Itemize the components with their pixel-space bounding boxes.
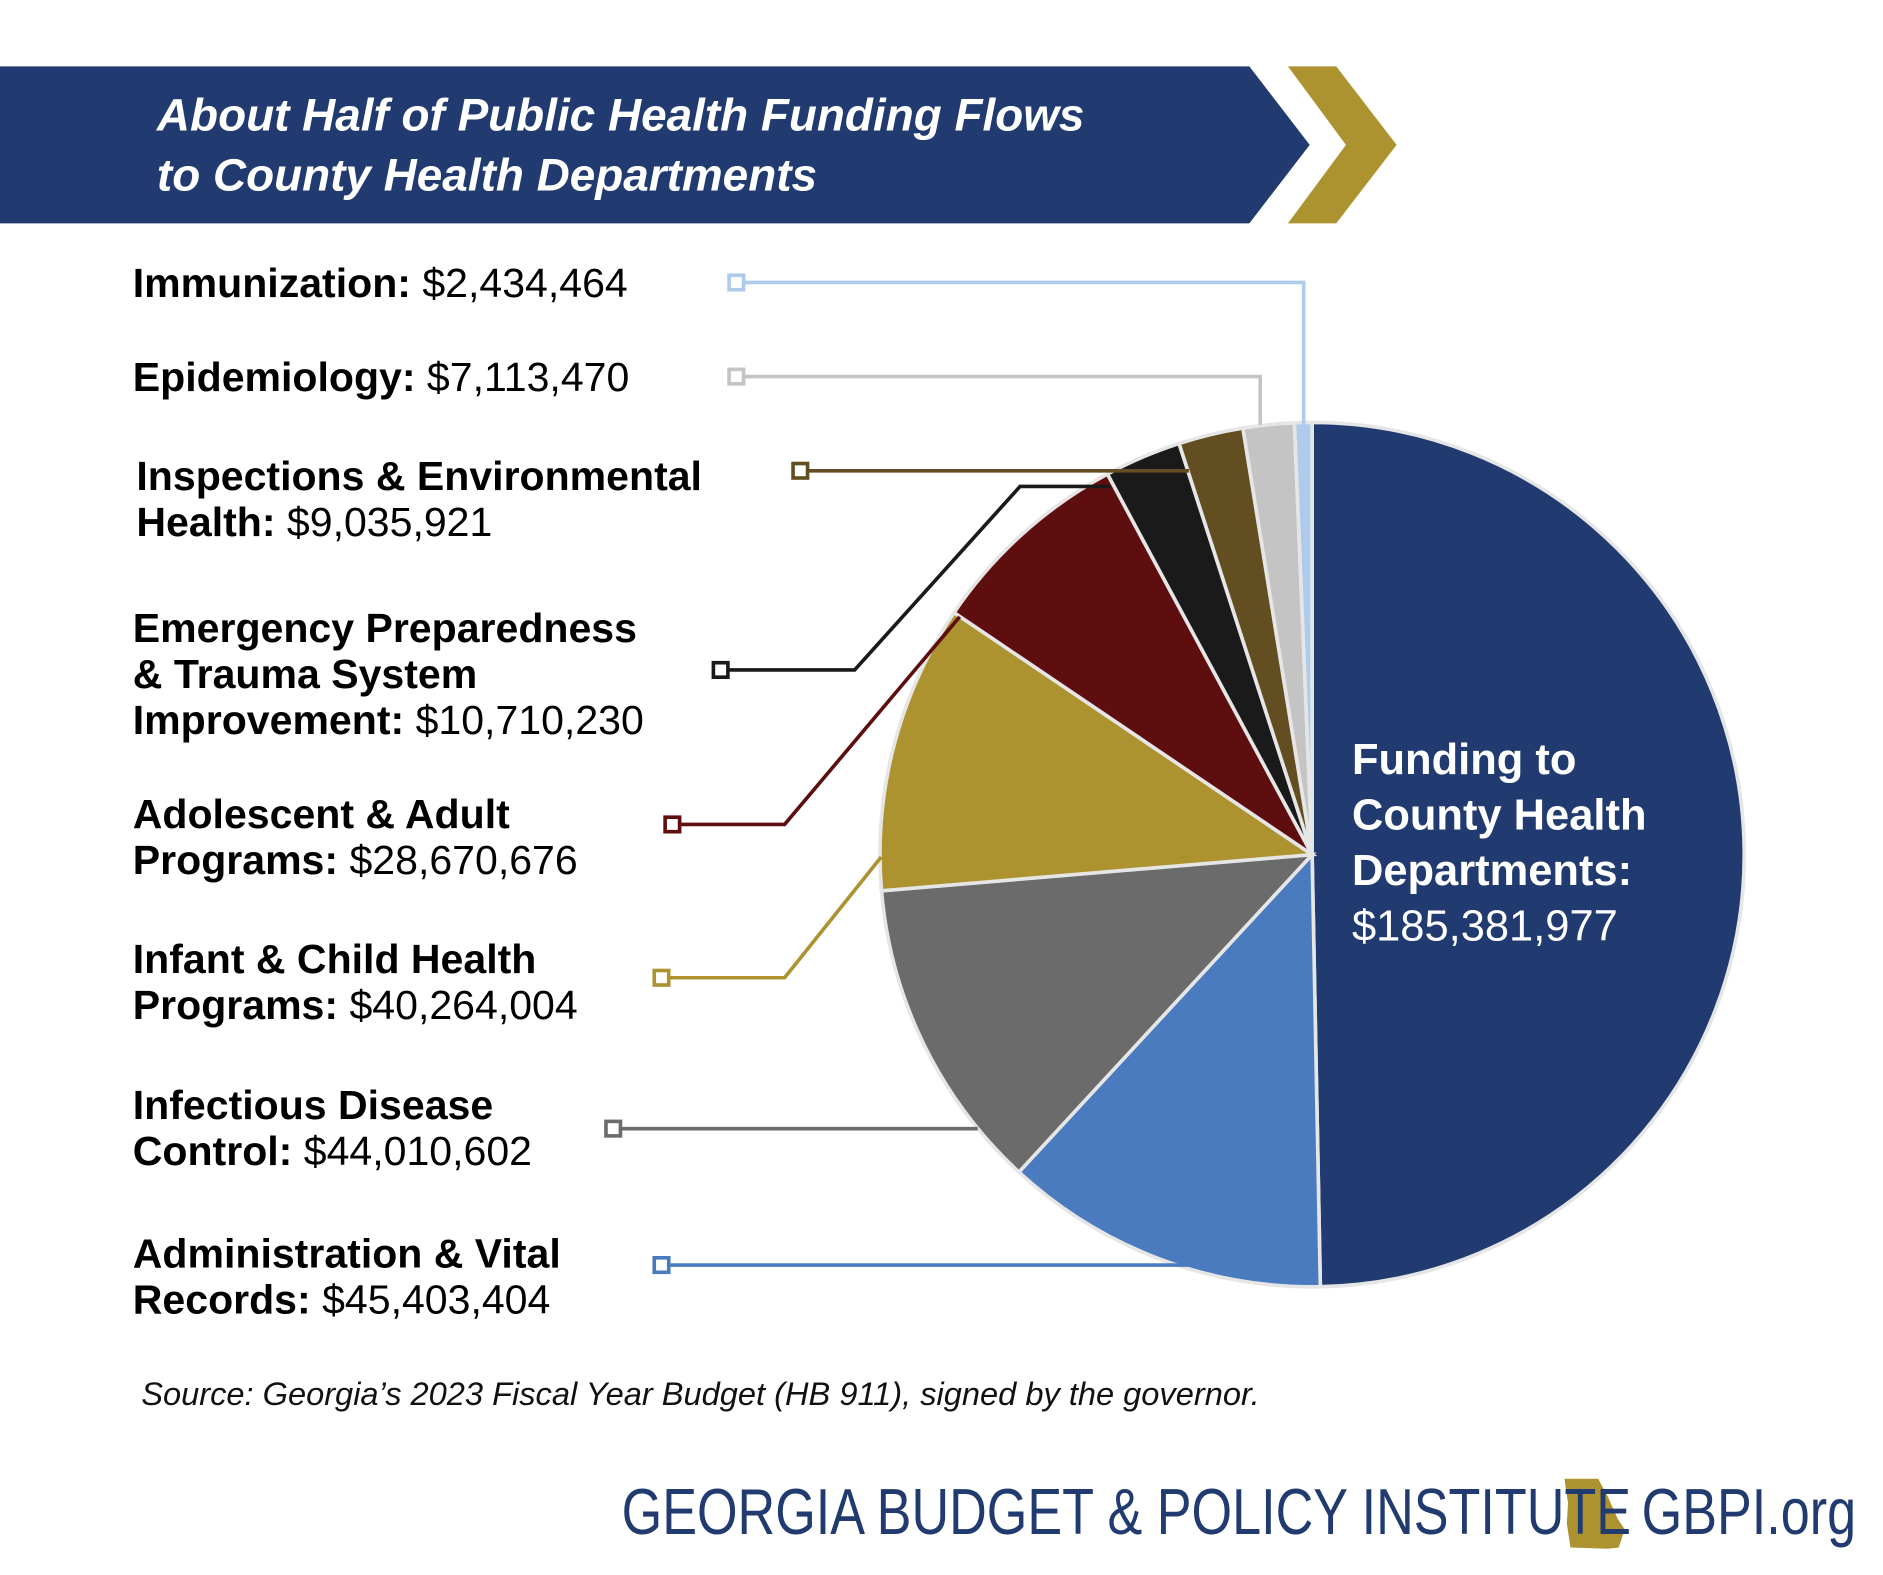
label-value: $10,710,230 [415, 697, 644, 744]
leader-epidemiology [743, 374, 1263, 425]
label-value: $185,381,977 [1351, 900, 1618, 950]
footer-org-name: GEORGIA BUDGET & POLICY INSTITUTE [621, 1476, 1632, 1549]
label-name: Health: [136, 499, 276, 546]
label-name: Control: [132, 1128, 293, 1175]
label-infectious: Infectious Disease Control: $44,010,602 [133, 1083, 532, 1175]
pie-slice-infectious-disease-control [879, 852, 1317, 1175]
leader-immunization [743, 280, 1306, 425]
label-inspections: Inspections & Environmental Health: $9,03… [136, 454, 702, 546]
label-county: Funding to County Health Departments: $1… [1352, 732, 1647, 954]
label-name: Inspections & Environmental [136, 453, 702, 500]
label-admin: Administration & Vital Records: $45,403,4… [133, 1231, 561, 1323]
label-name: Epidemiology: [132, 354, 416, 401]
leader-infant [668, 855, 883, 980]
label-name: Administration & Vital [132, 1231, 561, 1278]
chart-title: About Half of Public Health Funding Flow… [157, 86, 1085, 207]
label-name: Improvement: [132, 697, 405, 744]
label-value: $40,264,004 [349, 982, 578, 1029]
marker-infectious [604, 1119, 623, 1138]
label-name: Departments: [1351, 844, 1633, 895]
footer-url[interactable]: GBPI.org [1641, 1476, 1857, 1549]
pie-slice-administration-vital-records [1016, 850, 1323, 1289]
title-banner [0, 66, 1310, 224]
label-immunization: Immunization: $2,434,464 [133, 261, 628, 307]
leader-adolescent [679, 615, 962, 827]
marker-inspections [791, 461, 810, 480]
label-value: $7,113,470 [426, 354, 630, 401]
marker-adolescent [663, 815, 682, 834]
label-name: Funding to [1351, 733, 1577, 784]
gold-chevron-icon [1287, 66, 1397, 224]
pie-slice-infant-child-health-programs [878, 610, 1318, 893]
label-name: County Health [1351, 789, 1647, 839]
marker-emergency [711, 660, 730, 679]
label-value: $2,434,464 [422, 260, 628, 307]
label-emergency: Emergency Preparedness & Trauma System Imp… [133, 606, 644, 744]
marker-immunization [727, 273, 746, 292]
pie-slice-adolescent-adult-programs [951, 471, 1314, 857]
label-name: Programs: [132, 837, 339, 884]
label-name: Infant & Child Health [132, 936, 537, 983]
label-infant: Infant & Child Health Programs: $40,264,0… [133, 937, 578, 1029]
georgia-state-map-icon [1564, 1478, 1625, 1549]
leader-emergency [727, 484, 1111, 672]
label-name: Programs: [132, 982, 339, 1029]
pie-slice-funding-to-county-health-departments [1310, 420, 1747, 1289]
marker-epidemiology [727, 367, 746, 386]
label-name: & Trauma System [132, 651, 478, 698]
label-name: Adolescent & Adult [132, 791, 510, 838]
label-value: $28,670,676 [349, 837, 578, 884]
label-name: Records: [132, 1277, 311, 1323]
label-value: $44,010,602 [303, 1128, 532, 1175]
label-adolescent: Adolescent & Adult Programs: $28,670,676 [133, 792, 578, 884]
pie-chart [878, 420, 1747, 1289]
label-epidemiology: Epidemiology: $7,113,470 [133, 355, 630, 401]
marker-admin [652, 1255, 671, 1275]
marker-infant [652, 968, 671, 987]
label-name: Infectious Disease [132, 1082, 494, 1129]
source-note: Source: Georgia’s 2023 Fiscal Year Budge… [141, 1376, 1260, 1413]
title-line-1: About Half of Public Health Funding Flow… [156, 90, 1085, 142]
label-name: Immunization: [132, 260, 411, 307]
label-name: Emergency Preparedness [132, 605, 637, 652]
label-value: $9,035,921 [286, 499, 493, 546]
label-value: $45,403,404 [322, 1277, 551, 1323]
title-line-2: to County Health Departments [156, 150, 817, 202]
leader-lines [604, 273, 1306, 1275]
